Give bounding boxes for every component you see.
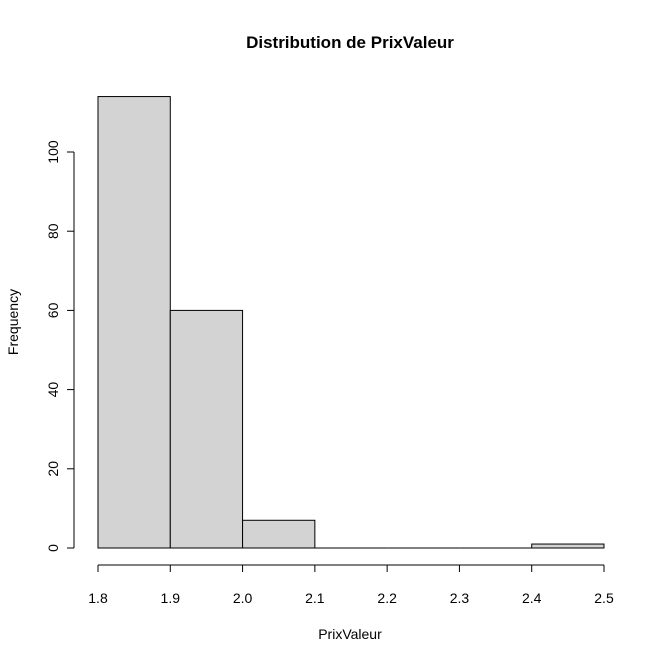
y-tick-label-3: 60	[45, 302, 61, 318]
x-axis: 1.8 1.9 2.0 2.1 2.2 2.3 2.4 2.5	[88, 564, 614, 606]
y-axis-label: Frequency	[5, 289, 21, 355]
x-tick-label-0: 1.8	[88, 590, 108, 606]
y-tick-label-2: 40	[45, 382, 61, 398]
y-axis: 0 20 40 60 80 100	[45, 140, 75, 552]
x-tick-label-5: 2.3	[450, 590, 470, 606]
x-tick-label-7: 2.5	[594, 590, 614, 606]
y-tick-label-1: 20	[45, 461, 61, 477]
histogram-bar-1	[169, 309, 244, 549]
histogram-bar-0	[97, 96, 171, 549]
y-tick-label-0: 0	[45, 544, 61, 552]
x-tick-label-1: 1.9	[161, 590, 181, 606]
x-tick-label-6: 2.4	[522, 590, 542, 606]
histogram-bar-6	[531, 543, 605, 549]
y-tick-label-5: 100	[45, 140, 61, 164]
x-tick-label-4: 2.2	[377, 590, 397, 606]
chart-title: Distribution de PrixValeur	[246, 33, 454, 52]
bars-group	[97, 96, 605, 549]
x-tick-label-2: 2.0	[233, 590, 253, 606]
histogram-bar-2	[242, 519, 316, 549]
x-axis-label: PrixValeur	[318, 626, 382, 642]
y-tick-label-4: 80	[45, 223, 61, 239]
x-tick-label-3: 2.1	[305, 590, 325, 606]
